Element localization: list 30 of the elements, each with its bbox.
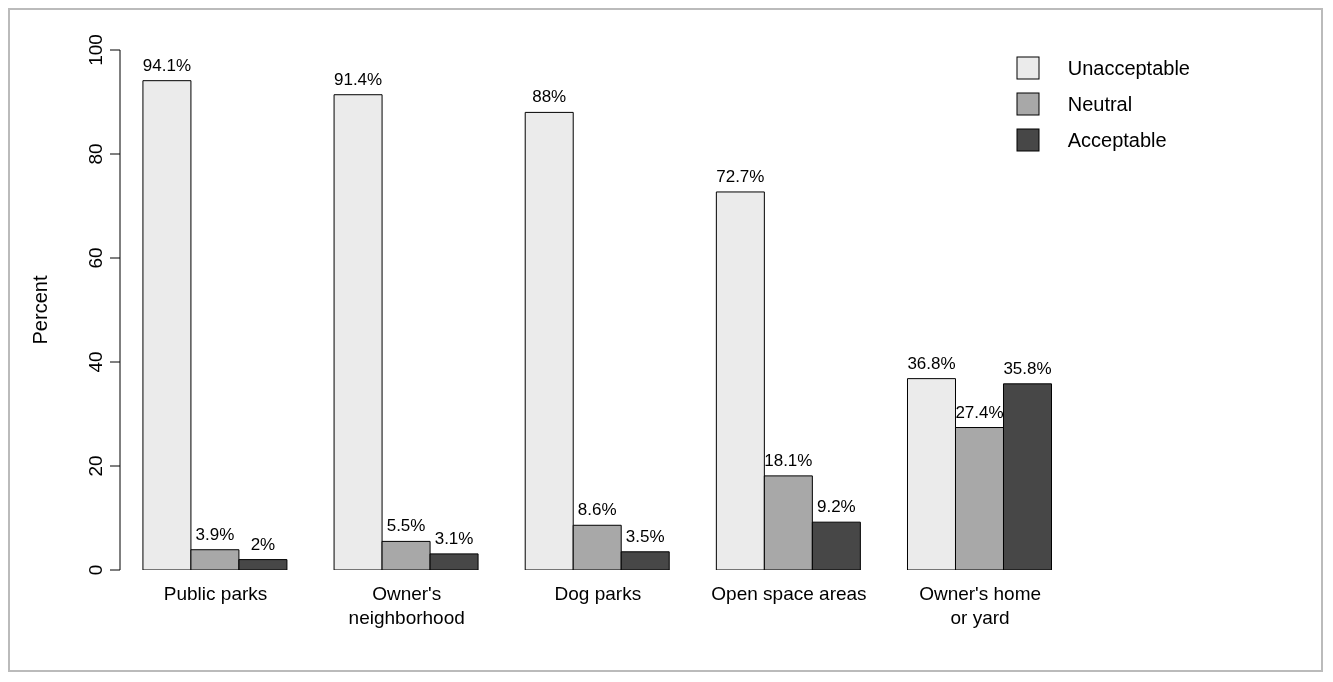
x-tick-label: Owner's home or yard: [919, 583, 1042, 628]
data-label: 91.4%: [333, 69, 383, 89]
data-label: 88%: [532, 87, 567, 107]
data-label: 27.4%: [955, 402, 1004, 422]
y-tick-label: 100: [85, 34, 106, 66]
y-tick-label: 60: [85, 247, 106, 269]
legend-label: Neutral: [1067, 92, 1133, 116]
x-tick-label: Open space areas: [711, 583, 867, 604]
data-label: 72.7%: [716, 166, 765, 186]
data-label: 8.6%: [577, 500, 617, 520]
y-tick-label: 40: [85, 351, 106, 373]
data-label: 18.1%: [764, 450, 813, 470]
y-tick-label: 0: [85, 564, 106, 576]
data-label: 94.1%: [142, 55, 192, 75]
x-tick-label: Dog parks: [554, 583, 642, 604]
y-axis-title: Percent: [29, 275, 52, 345]
x-tick-label: Owner's neighborhood: [348, 583, 465, 628]
data-label: 36.8%: [907, 353, 956, 373]
x-tick-label: Public parks: [163, 583, 268, 604]
data-label: 3.5%: [625, 526, 665, 546]
y-tick-label: 80: [85, 143, 106, 165]
data-label: 3.9%: [195, 524, 235, 544]
legend-label: Acceptable: [1067, 128, 1167, 152]
data-label: 35.8%: [1003, 358, 1052, 378]
data-label: 3.1%: [434, 528, 474, 548]
data-label: 2%: [250, 534, 276, 554]
data-label: 9.2%: [816, 497, 856, 517]
data-label: 5.5%: [386, 516, 426, 536]
y-tick-label: 20: [85, 455, 106, 477]
legend-label: Unacceptable: [1067, 56, 1190, 80]
